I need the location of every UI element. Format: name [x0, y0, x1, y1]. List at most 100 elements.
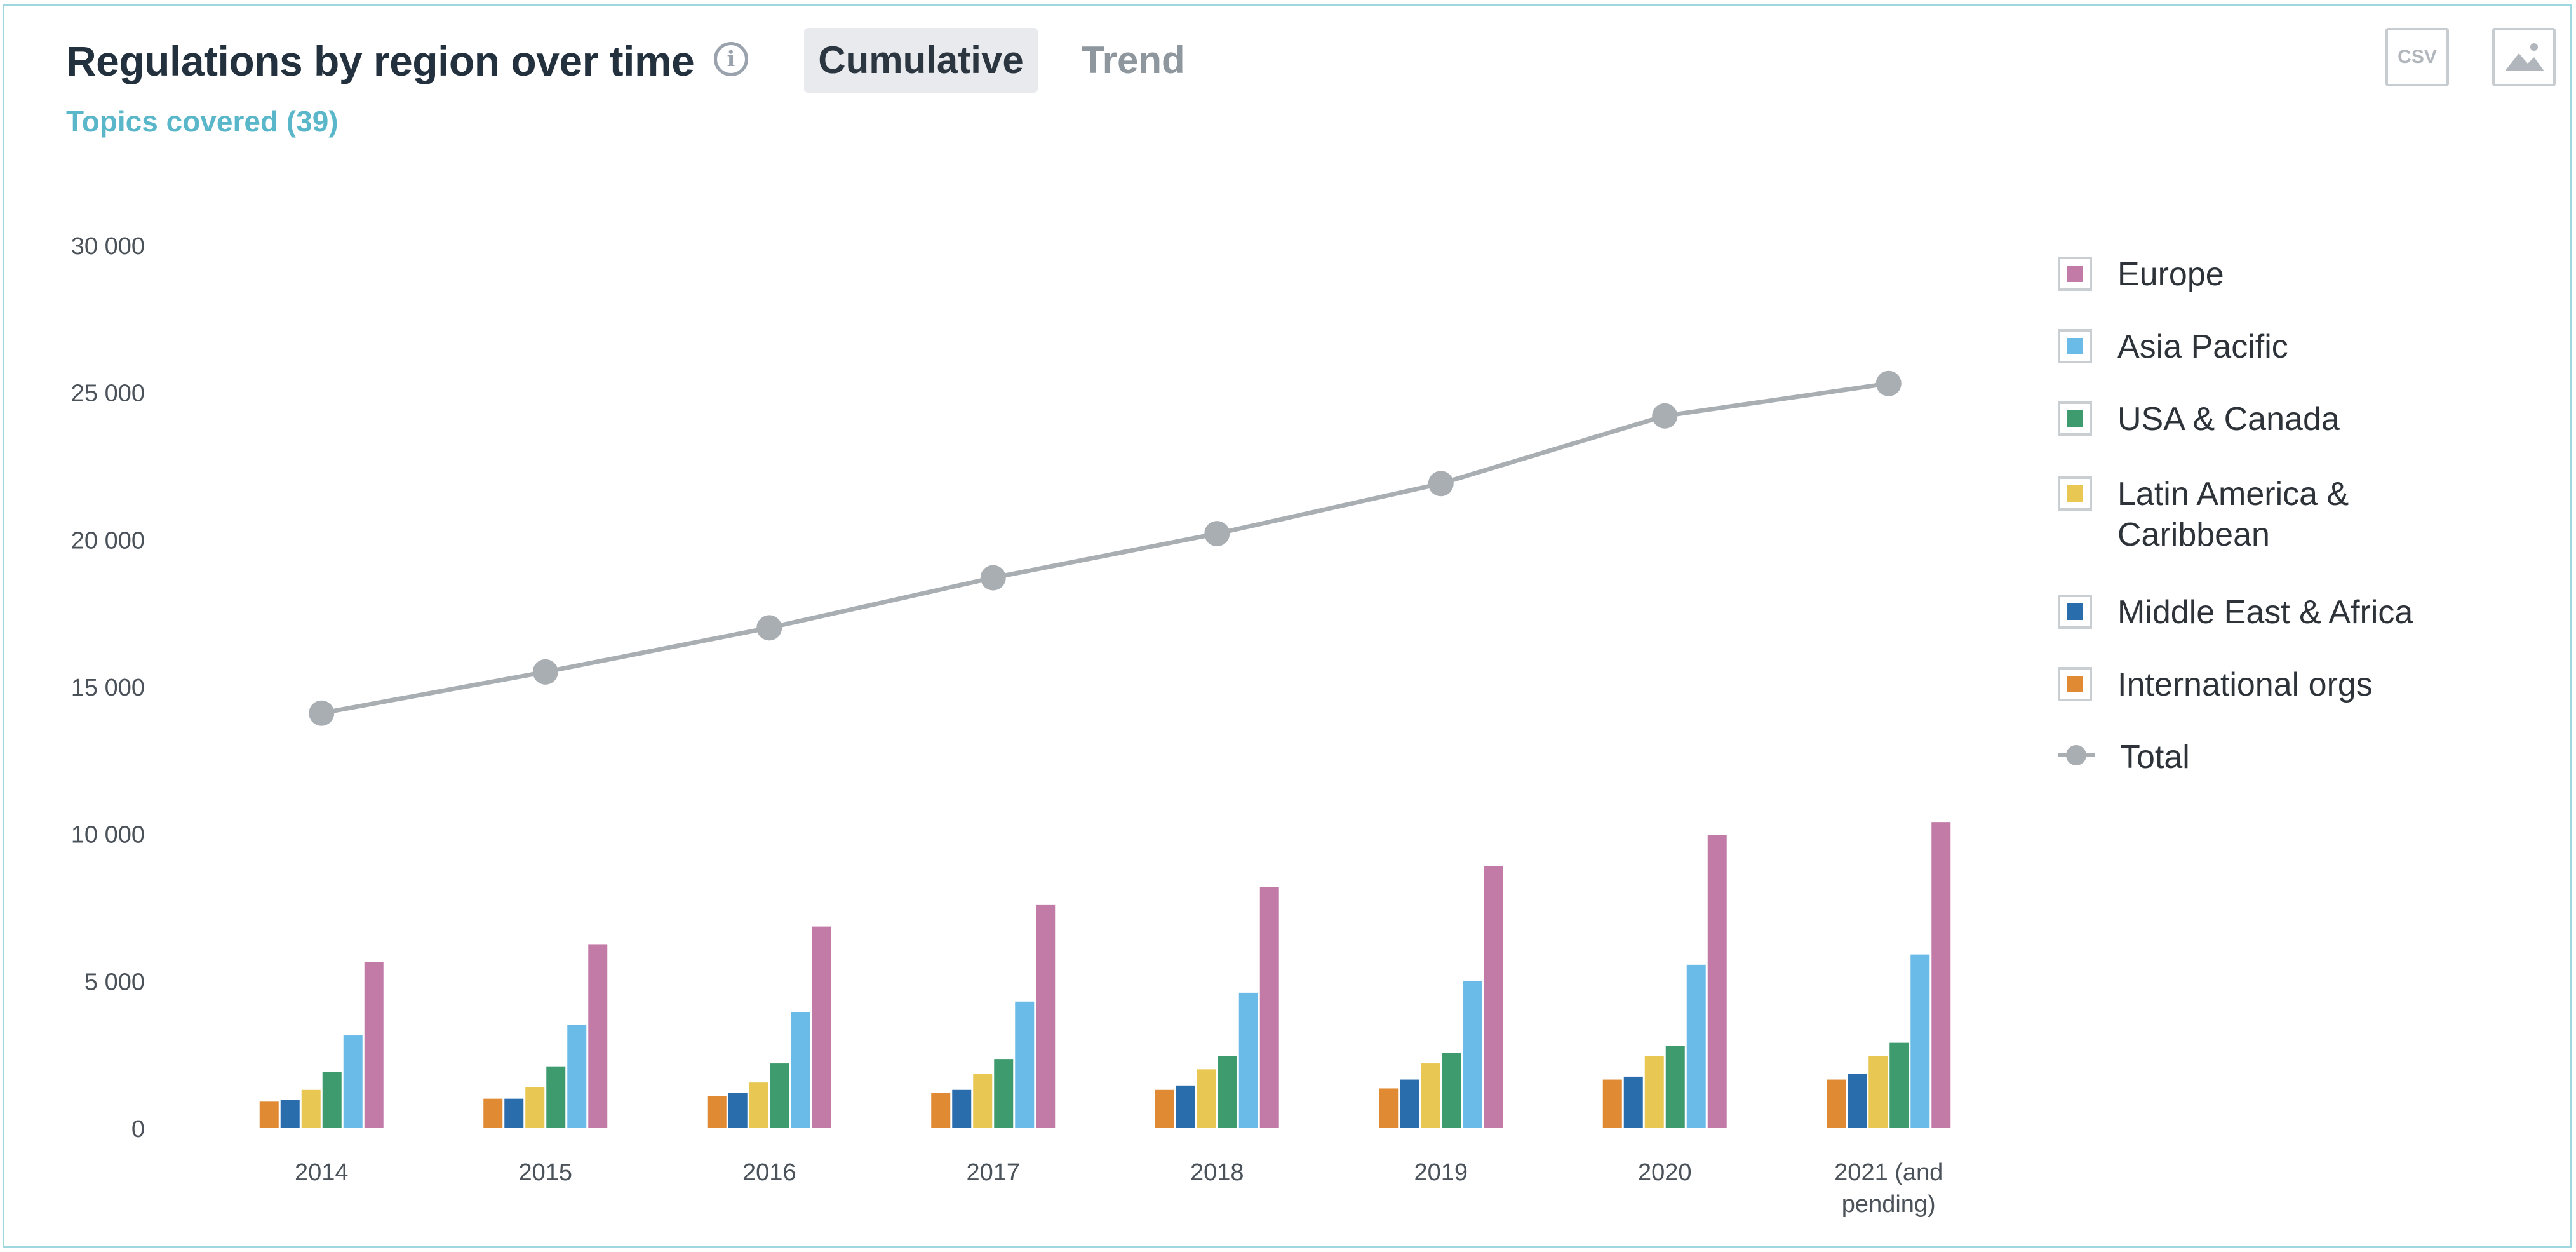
legend-swatch: [2058, 667, 2092, 701]
chart-title: Regulations by region over time: [66, 37, 695, 84]
bar-middle-east-africa-3[interactable]: [952, 1089, 972, 1128]
legend-label: Total: [2120, 739, 2190, 776]
x-tick-label: 2014: [295, 1159, 349, 1186]
bar-usa-canada-0[interactable]: [322, 1072, 342, 1128]
y-axis: 0 5 000 10 000 15 000 20 000 25 000 30 000: [71, 233, 145, 1143]
legend-item-middle-east-africa[interactable]: Middle East & Africa: [2058, 592, 2413, 633]
bar-usa-canada-4[interactable]: [1218, 1056, 1237, 1128]
bar-middle-east-africa-6[interactable]: [1623, 1076, 1643, 1128]
total-point-5[interactable]: [1428, 471, 1454, 497]
bar-europe-1[interactable]: [588, 944, 608, 1128]
tab-cumulative[interactable]: Cumulative: [804, 28, 1038, 93]
legend-item-europe[interactable]: Europe: [2058, 254, 2224, 295]
x-tick-label: 2019: [1414, 1159, 1468, 1186]
image-download-icon: [2505, 43, 2544, 71]
bar-asia-pacific-5[interactable]: [1463, 981, 1482, 1128]
total-point-6[interactable]: [1652, 403, 1678, 429]
bar-usa-canada-3[interactable]: [994, 1059, 1014, 1128]
bar-usa-canada-2[interactable]: [770, 1063, 789, 1128]
total-line-path: [321, 381, 1889, 716]
bar-middle-east-africa-4[interactable]: [1176, 1085, 1195, 1128]
legend-item-total[interactable]: Total: [2058, 737, 2190, 777]
bar-international-orgs-4[interactable]: [1155, 1089, 1174, 1128]
bar-asia-pacific-7[interactable]: [1910, 954, 1930, 1128]
legend-label: Europe: [2117, 256, 2224, 293]
legend-swatch: [2058, 329, 2092, 363]
bar-international-orgs-7[interactable]: [1827, 1079, 1846, 1128]
bar-international-orgs-3[interactable]: [931, 1093, 951, 1128]
info-icon[interactable]: i: [714, 42, 748, 76]
bar-europe-6[interactable]: [1707, 835, 1727, 1128]
bars: [259, 822, 1951, 1128]
bar-international-orgs-1[interactable]: [483, 1098, 503, 1128]
x-tick-label: 2015: [518, 1159, 572, 1186]
legend-label: Asia Pacific: [2117, 328, 2288, 365]
legend-item-international-orgs[interactable]: International orgs: [2058, 664, 2373, 705]
total-line: [309, 370, 1902, 726]
x-axis: 2014 2015 2016 2017 2018 2019 2020 2021 (and pen…: [295, 1159, 1943, 1218]
legend-item-latin-america-caribbean[interactable]: Latin America & Caribbean: [2058, 474, 2349, 555]
bar-latin-america-caribbean-6[interactable]: [1644, 1056, 1664, 1128]
bar-asia-pacific-4[interactable]: [1238, 992, 1258, 1128]
total-point-7[interactable]: [1875, 370, 1902, 396]
image-download-button[interactable]: [2492, 28, 2556, 86]
bar-europe-0[interactable]: [364, 962, 384, 1128]
total-point-0[interactable]: [309, 700, 335, 726]
bar-europe-2[interactable]: [812, 926, 831, 1128]
bar-europe-3[interactable]: [1036, 904, 1056, 1128]
bar-latin-america-caribbean-3[interactable]: [973, 1074, 993, 1128]
legend-marker-line: [2058, 737, 2095, 774]
y-tick-label: 5 000: [84, 969, 145, 995]
bar-middle-east-africa-7[interactable]: [1848, 1074, 1867, 1128]
y-tick-label: 30 000: [71, 233, 145, 260]
legend-label: International orgs: [2117, 666, 2373, 703]
bar-asia-pacific-3[interactable]: [1015, 1001, 1035, 1128]
bar-usa-canada-1[interactable]: [546, 1066, 566, 1128]
total-point-2[interactable]: [756, 615, 782, 641]
topics-covered-link[interactable]: Topics covered (39): [66, 105, 339, 138]
x-tick-label: 2016: [742, 1159, 796, 1186]
y-tick-label: 20 000: [71, 527, 145, 554]
bar-latin-america-caribbean-1[interactable]: [525, 1087, 545, 1128]
total-point-4[interactable]: [1204, 521, 1230, 547]
bar-europe-7[interactable]: [1931, 822, 1951, 1128]
legend-label: Latin America & Caribbean: [2117, 476, 2349, 553]
bar-middle-east-africa-5[interactable]: [1400, 1079, 1419, 1128]
legend-item-usa-canada[interactable]: USA & Canada: [2058, 399, 2340, 440]
bar-latin-america-caribbean-5[interactable]: [1421, 1063, 1440, 1128]
bar-middle-east-africa-0[interactable]: [280, 1100, 300, 1128]
bar-international-orgs-6[interactable]: [1602, 1079, 1622, 1128]
x-tick-label: 2018: [1190, 1159, 1244, 1186]
bar-latin-america-caribbean-4[interactable]: [1197, 1069, 1216, 1128]
bar-asia-pacific-6[interactable]: [1686, 964, 1706, 1128]
bar-usa-canada-7[interactable]: [1889, 1042, 1909, 1128]
csv-download-button[interactable]: CSV: [2385, 28, 2449, 86]
legend-item-asia-pacific[interactable]: Asia Pacific: [2058, 326, 2288, 367]
bar-asia-pacific-1[interactable]: [567, 1025, 587, 1128]
bar-middle-east-africa-2[interactable]: [728, 1093, 748, 1128]
bar-international-orgs-2[interactable]: [707, 1096, 727, 1128]
bar-international-orgs-5[interactable]: [1379, 1088, 1399, 1128]
bar-asia-pacific-2[interactable]: [791, 1011, 810, 1128]
y-tick-label: 10 000: [71, 822, 145, 849]
legend-label: USA & Canada: [2117, 401, 2340, 438]
legend-label: Middle East & Africa: [2117, 594, 2413, 631]
bar-usa-canada-5[interactable]: [1442, 1053, 1461, 1128]
legend-swatch: [2058, 476, 2092, 511]
total-point-1[interactable]: [532, 659, 558, 685]
bar-usa-canada-6[interactable]: [1665, 1046, 1685, 1128]
bar-asia-pacific-0[interactable]: [343, 1035, 363, 1128]
bar-latin-america-caribbean-2[interactable]: [749, 1082, 768, 1128]
x-tick-label: 2017: [966, 1159, 1020, 1186]
bar-latin-america-caribbean-0[interactable]: [301, 1089, 321, 1128]
bar-europe-5[interactable]: [1484, 866, 1503, 1128]
bar-middle-east-africa-1[interactable]: [504, 1098, 524, 1128]
bar-europe-4[interactable]: [1259, 887, 1279, 1128]
total-point-3[interactable]: [980, 565, 1006, 591]
y-tick-label: 15 000: [71, 675, 145, 701]
bar-international-orgs-0[interactable]: [259, 1101, 279, 1128]
bar-latin-america-caribbean-7[interactable]: [1868, 1056, 1888, 1128]
tab-trend[interactable]: Trend: [1081, 39, 1185, 81]
y-tick-label: 25 000: [71, 380, 145, 407]
